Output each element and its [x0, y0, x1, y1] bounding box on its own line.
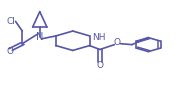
Text: O: O: [6, 47, 13, 56]
Text: O: O: [96, 61, 103, 70]
Text: O: O: [114, 38, 121, 47]
Text: NH: NH: [93, 33, 106, 42]
Text: Cl: Cl: [6, 17, 15, 26]
Text: N: N: [36, 32, 43, 42]
